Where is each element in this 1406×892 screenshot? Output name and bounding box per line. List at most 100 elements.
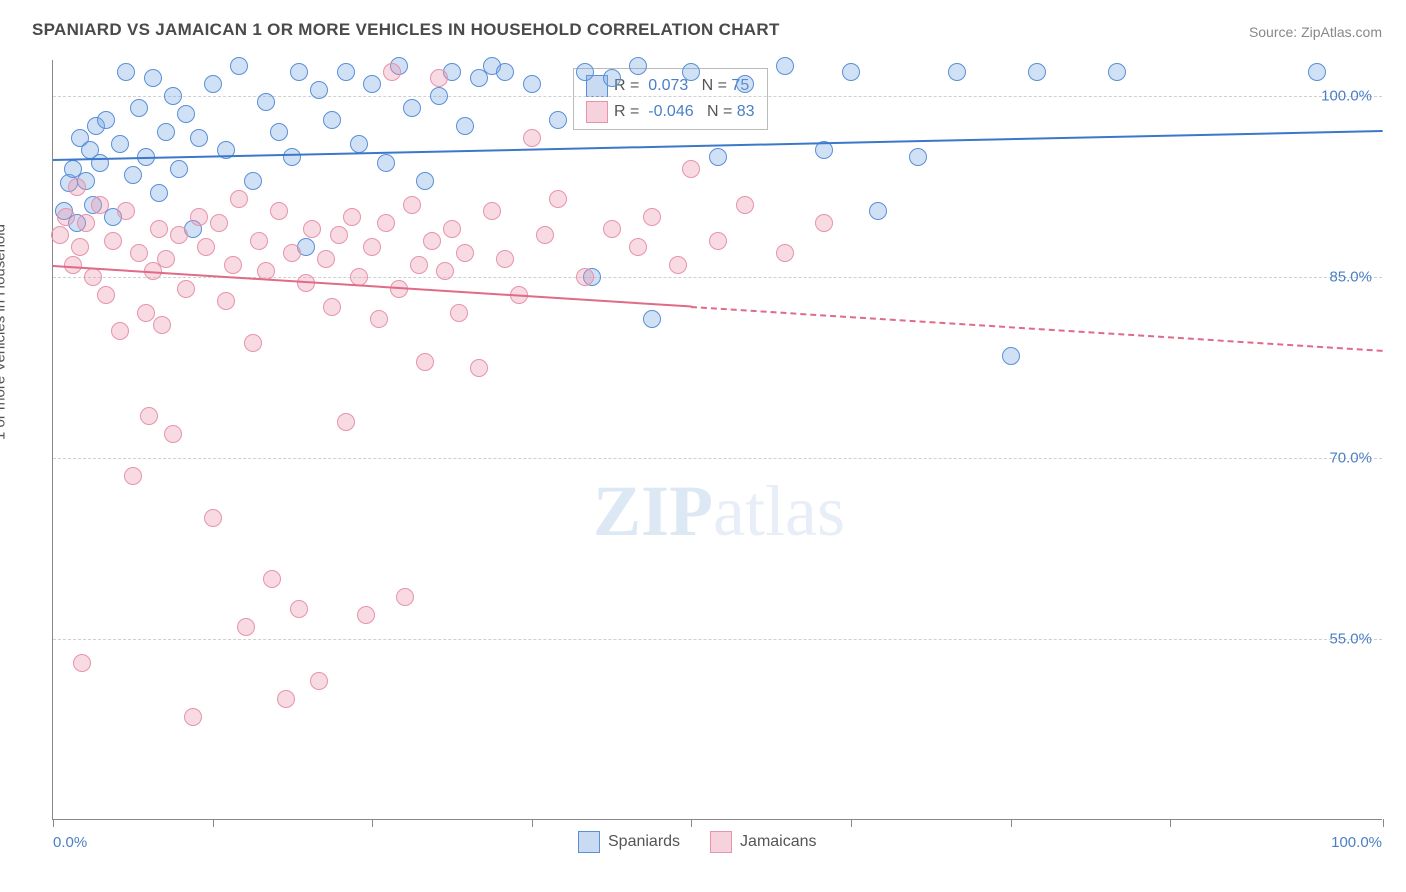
data-point xyxy=(170,226,188,244)
data-point xyxy=(204,509,222,527)
data-point xyxy=(190,129,208,147)
data-point xyxy=(815,214,833,232)
data-point xyxy=(483,202,501,220)
data-point xyxy=(370,310,388,328)
data-point xyxy=(869,202,887,220)
x-tick xyxy=(532,819,533,827)
data-point xyxy=(643,310,661,328)
data-point xyxy=(337,413,355,431)
gridline xyxy=(53,96,1382,97)
data-point xyxy=(603,220,621,238)
data-point xyxy=(244,334,262,352)
data-point xyxy=(144,69,162,87)
y-tick-label: 100.0% xyxy=(1321,88,1372,105)
x-tick xyxy=(1011,819,1012,827)
x-tick xyxy=(1383,819,1384,827)
data-point xyxy=(250,232,268,250)
data-point xyxy=(277,690,295,708)
data-point xyxy=(410,256,428,274)
data-point xyxy=(396,588,414,606)
data-point xyxy=(948,63,966,81)
data-point xyxy=(643,208,661,226)
data-point xyxy=(909,148,927,166)
data-point xyxy=(357,606,375,624)
x-tick xyxy=(213,819,214,827)
data-point xyxy=(170,160,188,178)
data-point xyxy=(549,111,567,129)
data-point xyxy=(217,292,235,310)
plot-area: ZIPatlas R = 0.073 N = 75R = -0.046 N = … xyxy=(52,60,1382,820)
data-point xyxy=(416,353,434,371)
x-tick xyxy=(691,819,692,827)
data-point xyxy=(91,196,109,214)
legend-label: Spaniards xyxy=(608,833,680,851)
y-tick-label: 55.0% xyxy=(1329,631,1372,648)
data-point xyxy=(244,172,262,190)
data-point xyxy=(709,148,727,166)
data-point xyxy=(682,63,700,81)
data-point xyxy=(164,87,182,105)
data-point xyxy=(443,220,461,238)
legend-stats: R = 0.073 N = 75 xyxy=(614,77,749,95)
data-point xyxy=(323,298,341,316)
data-point xyxy=(91,154,109,172)
data-point xyxy=(430,69,448,87)
data-point xyxy=(57,208,75,226)
data-point xyxy=(776,244,794,262)
trend-line xyxy=(691,306,1383,352)
data-point xyxy=(1028,63,1046,81)
data-point xyxy=(377,154,395,172)
data-point xyxy=(576,268,594,286)
data-point xyxy=(456,117,474,135)
data-point xyxy=(736,75,754,93)
data-point xyxy=(177,280,195,298)
data-point xyxy=(736,196,754,214)
data-point xyxy=(77,214,95,232)
x-tick xyxy=(372,819,373,827)
data-point xyxy=(1108,63,1126,81)
y-tick-label: 85.0% xyxy=(1329,269,1372,286)
data-point xyxy=(230,190,248,208)
data-point xyxy=(430,87,448,105)
data-point xyxy=(403,99,421,117)
y-axis-label: 1 or more Vehicles in Household xyxy=(0,224,9,440)
data-point xyxy=(450,304,468,322)
data-point xyxy=(224,256,242,274)
data-point xyxy=(303,220,321,238)
data-point xyxy=(603,69,621,87)
data-point xyxy=(124,166,142,184)
data-point xyxy=(290,63,308,81)
data-point xyxy=(842,63,860,81)
data-point xyxy=(137,304,155,322)
data-point xyxy=(97,286,115,304)
gridline xyxy=(53,639,1382,640)
data-point xyxy=(190,208,208,226)
data-point xyxy=(117,63,135,81)
legend-inset-row: R = -0.046 N = 83 xyxy=(586,99,755,125)
data-point xyxy=(204,75,222,93)
data-point xyxy=(51,226,69,244)
chart-title: SPANIARD VS JAMAICAN 1 OR MORE VEHICLES … xyxy=(32,20,780,40)
data-point xyxy=(1002,347,1020,365)
data-point xyxy=(470,359,488,377)
x-tick xyxy=(1170,819,1171,827)
data-point xyxy=(377,214,395,232)
x-tick xyxy=(851,819,852,827)
data-point xyxy=(111,322,129,340)
data-point xyxy=(270,123,288,141)
data-point xyxy=(669,256,687,274)
data-point xyxy=(383,63,401,81)
legend-bottom: SpaniardsJamaicans xyxy=(578,831,817,853)
data-point xyxy=(164,425,182,443)
data-point xyxy=(343,208,361,226)
data-point xyxy=(157,123,175,141)
data-point xyxy=(363,238,381,256)
data-point xyxy=(709,232,727,250)
data-point xyxy=(776,57,794,75)
gridline xyxy=(53,458,1382,459)
data-point xyxy=(330,226,348,244)
data-point xyxy=(576,63,594,81)
data-point xyxy=(317,250,335,268)
data-point xyxy=(496,63,514,81)
data-point xyxy=(549,190,567,208)
